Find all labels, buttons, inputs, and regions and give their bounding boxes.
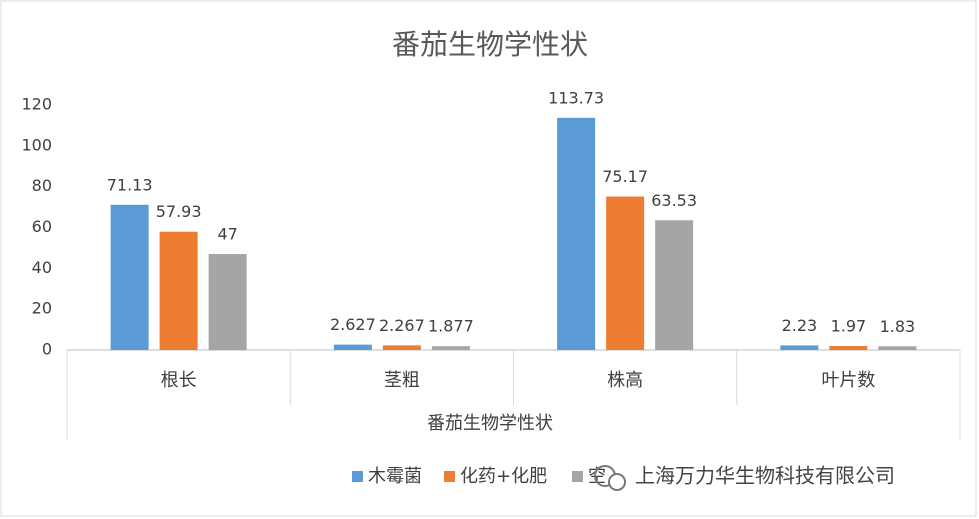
data-label: 47 <box>217 225 237 244</box>
data-label: 2.23 <box>782 316 818 335</box>
watermark-icon <box>608 473 626 491</box>
legend-label: 木霉菌 <box>368 466 422 487</box>
bar <box>159 231 198 350</box>
bar <box>208 254 247 350</box>
x-tick-label: 茎粗 <box>384 370 420 391</box>
data-label: 63.53 <box>651 191 697 210</box>
data-label: 1.83 <box>880 317 916 336</box>
y-tick-label: 40 <box>32 258 52 277</box>
x-tick-label: 根长 <box>161 370 197 391</box>
bar <box>431 346 470 350</box>
data-label: 1.877 <box>428 317 474 336</box>
data-label: 71.13 <box>107 175 153 194</box>
legend-label: 空 <box>588 466 606 487</box>
watermark-text: 上海万力华生物科技有限公司 <box>635 464 895 488</box>
x-tick-label: 叶片数 <box>821 370 875 391</box>
data-label: 2.267 <box>379 316 425 335</box>
legend-label: 化药+化肥 <box>460 466 547 487</box>
legend-swatch <box>572 471 583 482</box>
legend-swatch <box>352 471 363 482</box>
data-label: 2.627 <box>330 315 376 334</box>
bar <box>382 345 421 350</box>
y-tick-label: 20 <box>32 299 52 318</box>
bar <box>655 220 694 350</box>
bar <box>780 345 819 350</box>
y-tick-label: 80 <box>32 176 52 195</box>
bar <box>878 346 917 350</box>
chart-title: 番茄生物学性状 <box>392 28 588 61</box>
x-axis-title: 番茄生物学性状 <box>427 413 553 434</box>
y-tick-label: 120 <box>21 95 52 114</box>
x-tick-label: 株高 <box>607 370 643 391</box>
bar <box>333 344 372 350</box>
data-label: 75.17 <box>602 167 648 186</box>
y-tick-label: 0 <box>42 340 52 359</box>
bar <box>110 204 149 350</box>
y-tick-label: 100 <box>21 135 52 154</box>
y-tick-label: 60 <box>32 217 52 236</box>
data-label: 1.97 <box>831 316 867 335</box>
data-label: 57.93 <box>156 202 202 221</box>
legend-swatch <box>444 471 455 482</box>
watermark: 上海万力华生物科技有限公司 <box>594 464 895 491</box>
bar <box>606 196 645 350</box>
data-label: 113.73 <box>548 88 604 107</box>
bar <box>829 345 868 350</box>
bar <box>557 117 596 351</box>
